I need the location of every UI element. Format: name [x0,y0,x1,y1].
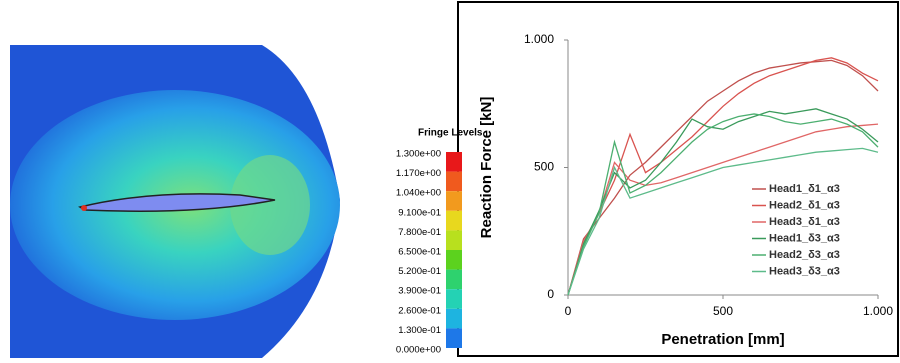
fringe-swatch [446,289,462,309]
legend-label: Head2_δ1_α3 [769,199,840,211]
legend-label: Head1_δ1_α3 [769,183,840,195]
fringe-label: 1.170e+00 [396,168,441,179]
chart-frame [458,2,898,356]
fringe-label: 1.300e-01 [398,325,441,336]
fringe-swatch [446,328,462,348]
fringe-label: 1.040e+00 [396,188,441,199]
fringe-label: 6.500e-01 [398,247,441,258]
y-axis-label: Reaction Force [kN] [478,97,495,239]
fringe-label: 2.600e-01 [398,305,441,316]
legend-label: Head1_δ3_α3 [769,232,840,244]
fringe-swatch [446,309,462,329]
legend-label: Head3_δ1_α3 [769,216,840,228]
fringe-swatch [446,152,462,172]
fringe-label: 0.000e+00 [396,345,441,356]
fringe-swatch [446,191,462,211]
y-tick-label: 1.000 [524,32,554,46]
hot-spot [81,205,87,211]
fringe-title: Fringe Levels [418,128,483,139]
x-axis-label: Penetration [mm] [661,331,784,348]
page: {"fringe_levels": {"title": "Fringe Leve… [0,0,900,358]
x-tick-label: 0 [565,304,572,318]
fringe-label: 5.200e-01 [398,266,441,277]
figure: Fringe Levels 1.300e+00 1.170e+00 1.040e+0… [0,0,900,358]
fringe-swatch [446,172,462,192]
fringe-label: 7.800e-01 [398,227,441,238]
fringe-swatch [446,250,462,270]
fringe-label: 9.100e-01 [398,207,441,218]
y-tick-label: 500 [534,160,554,174]
y-tick-label: 0 [547,287,554,301]
legend-label: Head2_δ3_α3 [769,249,840,261]
x-tick-label: 1.000 [863,304,893,318]
fringe-label: 3.900e-01 [398,286,441,297]
fringe-swatch [446,270,462,290]
fringe-swatch [446,230,462,250]
x-tick-label: 500 [713,304,733,318]
fringe-swatch [446,211,462,231]
simulation-image [10,45,340,358]
fringe-label: 1.300e+00 [396,149,441,160]
fringe-legend: Fringe Levels [418,128,483,139]
legend-label: Head3_δ3_α3 [769,265,840,277]
